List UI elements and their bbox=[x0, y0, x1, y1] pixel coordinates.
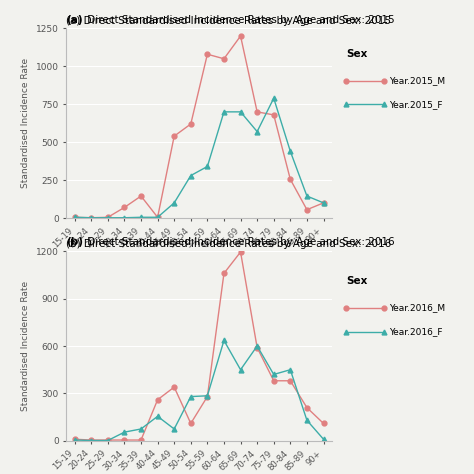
Line: Year.2016_F: Year.2016_F bbox=[72, 338, 326, 443]
Year.2016_F bbox=[304, 418, 310, 423]
Year.2015_F bbox=[287, 148, 293, 154]
Year.2015_F bbox=[105, 215, 111, 220]
Year.2016_M bbox=[188, 420, 193, 426]
Text: (a) Direct Standardised Incidence Rates by Age and Sex: 2015: (a) Direct Standardised Incidence Rates … bbox=[66, 16, 392, 26]
Year.2015_F bbox=[72, 214, 78, 220]
Line: Year.2015_M: Year.2015_M bbox=[72, 34, 326, 220]
Year.2016_M bbox=[88, 437, 94, 443]
Text: Year.2015_M: Year.2015_M bbox=[389, 76, 445, 85]
Year.2015_F bbox=[155, 214, 160, 220]
Year.2015_M bbox=[88, 215, 94, 220]
Text: Year.2016_F: Year.2016_F bbox=[389, 328, 442, 336]
Year.2016_F bbox=[105, 438, 111, 443]
Year.2015_F bbox=[271, 95, 277, 101]
Year.2016_F bbox=[221, 337, 227, 343]
Year.2016_M bbox=[320, 420, 326, 426]
Year.2015_F bbox=[221, 109, 227, 115]
Year.2015_M bbox=[320, 200, 326, 206]
Year.2015_F bbox=[304, 193, 310, 199]
Text: Sex: Sex bbox=[346, 276, 367, 286]
Text: Sex: Sex bbox=[346, 49, 367, 59]
Year.2016_M bbox=[105, 437, 111, 443]
Year.2016_F bbox=[72, 437, 78, 443]
Year.2015_M bbox=[155, 214, 160, 220]
Year.2016_F bbox=[171, 426, 177, 432]
Year.2016_M bbox=[171, 384, 177, 390]
Line: Year.2015_F: Year.2015_F bbox=[72, 96, 326, 220]
Year.2016_F bbox=[204, 393, 210, 399]
Year.2015_F bbox=[138, 214, 144, 220]
Text: (b): (b) bbox=[66, 237, 83, 247]
Text: (a): (a) bbox=[66, 15, 83, 25]
Year.2016_F bbox=[320, 437, 326, 442]
Text: Year.2015_F: Year.2015_F bbox=[389, 100, 442, 109]
Year.2015_M bbox=[171, 133, 177, 139]
Year.2016_F bbox=[88, 438, 94, 443]
Year.2016_F bbox=[138, 426, 144, 432]
Year.2016_M bbox=[304, 405, 310, 410]
Year.2016_M bbox=[204, 394, 210, 400]
Year.2015_M bbox=[105, 214, 111, 220]
Text: Year.2016_M: Year.2016_M bbox=[389, 304, 445, 312]
Year.2016_M bbox=[155, 397, 160, 402]
Year.2015_M bbox=[188, 121, 193, 127]
Year.2016_M bbox=[72, 437, 78, 442]
Year.2016_F bbox=[155, 413, 160, 419]
Year.2015_M bbox=[121, 205, 127, 210]
Year.2016_F bbox=[237, 367, 244, 373]
Year.2016_F bbox=[287, 367, 293, 373]
Year.2015_M bbox=[221, 56, 227, 62]
Y-axis label: Standardised Incidence Rate: Standardised Incidence Rate bbox=[21, 58, 30, 188]
Year.2015_F bbox=[188, 173, 193, 178]
Year.2016_M bbox=[237, 249, 244, 255]
Year.2015_M bbox=[72, 214, 78, 220]
Year.2015_M bbox=[304, 207, 310, 212]
Year.2016_F bbox=[254, 343, 260, 349]
Year.2016_F bbox=[271, 372, 277, 377]
Year.2016_F bbox=[121, 429, 127, 435]
Year.2015_F bbox=[237, 109, 244, 115]
Year.2016_M bbox=[254, 345, 260, 350]
Year.2015_M bbox=[204, 51, 210, 57]
Year.2015_F bbox=[121, 215, 127, 220]
Year.2015_M bbox=[254, 109, 260, 115]
Year.2015_F bbox=[171, 200, 177, 206]
Year.2016_M bbox=[271, 378, 277, 383]
Year.2016_M bbox=[138, 437, 144, 443]
Year.2016_M bbox=[287, 378, 293, 383]
Year.2015_F bbox=[88, 215, 94, 220]
Year.2015_M bbox=[271, 112, 277, 118]
X-axis label: Age Range: Age Range bbox=[171, 255, 227, 265]
Year.2015_M bbox=[287, 176, 293, 182]
Year.2016_M bbox=[121, 437, 127, 443]
Y-axis label: Standardised Incidence Rate: Standardised Incidence Rate bbox=[21, 281, 30, 411]
Text: Direct Standardised Incidence Rates by Age and Sex: 2015: Direct Standardised Incidence Rates by A… bbox=[84, 15, 395, 25]
Year.2015_F bbox=[320, 200, 326, 206]
Text: (b) Direct Standardised Incidence Rates by Age and Sex: 2016: (b) Direct Standardised Incidence Rates … bbox=[66, 239, 392, 249]
Text: Direct Standardised Incidence Rates by Age and Sex: 2016: Direct Standardised Incidence Rates by A… bbox=[84, 237, 395, 247]
Year.2016_F bbox=[188, 394, 193, 400]
Year.2016_M bbox=[221, 271, 227, 276]
Year.2015_F bbox=[254, 129, 260, 135]
Year.2015_M bbox=[138, 193, 144, 199]
Year.2015_M bbox=[237, 33, 244, 39]
Year.2015_F bbox=[204, 164, 210, 169]
Line: Year.2016_M: Year.2016_M bbox=[72, 250, 326, 442]
